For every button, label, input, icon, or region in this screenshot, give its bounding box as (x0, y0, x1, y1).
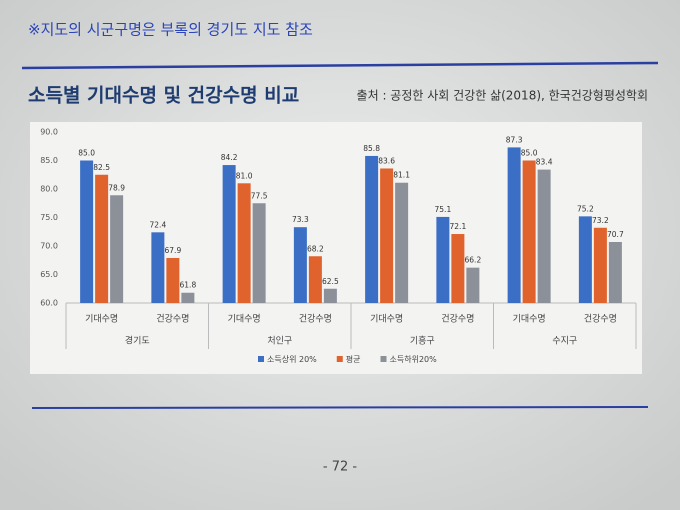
value-label: 75.2 (577, 204, 594, 213)
bar (293, 227, 307, 303)
legend-swatch (380, 356, 387, 362)
x-tick-label: 건강수명 (584, 314, 617, 325)
value-label: 73.3 (292, 215, 309, 224)
legend-swatch (336, 356, 343, 362)
value-label: 72.1 (450, 222, 467, 231)
x-tick-label: 건강수명 (441, 314, 474, 325)
legend-label: 소득상위 20% (267, 354, 317, 364)
bar (395, 182, 409, 303)
bar (537, 169, 551, 303)
bar (365, 155, 379, 303)
value-label: 67.9 (165, 246, 182, 255)
value-label: 78.9 (108, 183, 125, 192)
x-tick-label: 건강수명 (156, 314, 189, 325)
y-tick-label: 70.0 (40, 242, 58, 251)
value-label: 61.8 (180, 281, 197, 290)
group-label: 수지구 (552, 336, 577, 347)
bar (578, 216, 592, 303)
value-label: 85.8 (363, 144, 380, 153)
legend-label: 평균 (346, 354, 361, 364)
bar (380, 168, 394, 303)
bar (608, 242, 622, 303)
y-tick-label: 60.0 (40, 299, 58, 308)
x-tick-label: 기대수명 (228, 314, 261, 325)
note: ※지도의 시군구명은 부록의 경기도 지도 참조 (28, 21, 313, 39)
bar (110, 195, 124, 303)
bar (323, 288, 337, 303)
bar (466, 267, 480, 303)
x-tick-label: 건강수명 (299, 314, 332, 325)
legend-swatch (258, 356, 264, 362)
legend-label: 소득하위20% (390, 354, 438, 364)
bar (436, 216, 450, 303)
bar (507, 147, 521, 303)
y-tick-label: 85.0 (40, 156, 58, 165)
value-label: 87.3 (506, 135, 523, 144)
value-label: 81.1 (393, 171, 410, 180)
value-label: 75.1 (435, 205, 452, 214)
value-label: 81.0 (236, 171, 253, 180)
value-label: 62.5 (322, 277, 339, 286)
value-label: 84.2 (221, 153, 238, 162)
bar (181, 292, 195, 303)
value-label: 85.0 (521, 149, 538, 158)
bar (80, 160, 94, 303)
value-label: 72.4 (150, 220, 167, 229)
x-tick-label: 기대수명 (370, 314, 403, 325)
rule (31, 406, 649, 409)
value-label: 73.2 (592, 216, 609, 225)
group-label: 기흥구 (410, 335, 435, 347)
bar (593, 227, 607, 303)
value-label: 82.5 (93, 163, 110, 172)
bar (522, 160, 536, 303)
y-tick-label: 90.0 (40, 128, 58, 137)
value-label: 66.2 (465, 256, 482, 265)
chart: 60.0 65.0 70.0 75.0 80.0 85.0 90.0 경기도 처인구 기흥구 수지구… (40, 128, 637, 364)
source: 출처 : 공정한 사회 건강한 삶(2018), 한국건강형평성학회 (357, 89, 648, 103)
y-tick-label: 65.0 (40, 270, 58, 279)
page-number: - 72 - (323, 460, 357, 475)
bar (451, 234, 465, 303)
value-label: 85.0 (78, 149, 95, 158)
y-tick-label: 80.0 (40, 185, 58, 194)
y-tick-label: 75.0 (40, 213, 58, 222)
bar (308, 256, 322, 303)
bar (151, 232, 165, 303)
bar (222, 165, 236, 303)
value-label: 77.5 (251, 191, 268, 200)
bar (237, 183, 251, 303)
value-label: 83.6 (378, 156, 395, 165)
slide-title: 소득별 기대수명 및 건강수명 비교 (28, 85, 299, 107)
value-label: 70.7 (607, 230, 624, 239)
bar (166, 257, 180, 303)
x-tick-label: 기대수명 (513, 314, 546, 325)
group-label: 처인구 (267, 335, 292, 347)
value-label: 68.2 (307, 244, 324, 253)
x-tick-label: 기대수명 (85, 314, 118, 325)
bar (95, 174, 109, 303)
bar (252, 203, 266, 303)
group-label: 경기도 (125, 335, 150, 347)
value-label: 83.4 (536, 158, 553, 167)
rule (21, 61, 659, 70)
